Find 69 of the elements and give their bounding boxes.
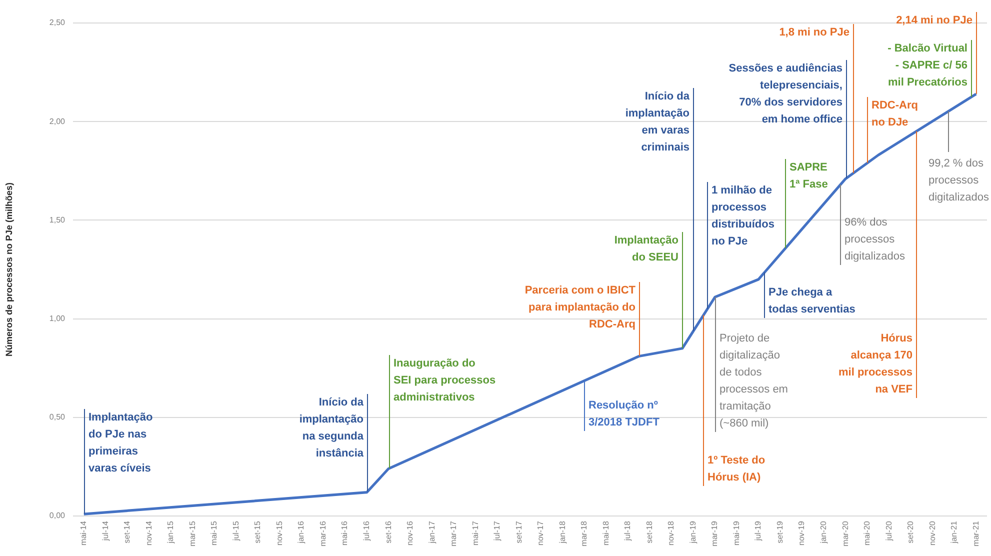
ref-line-label: RDC-Arq no DJe bbox=[872, 100, 918, 129]
x-tick-label: nov-19 bbox=[797, 520, 806, 546]
x-tick-label: mar-18 bbox=[580, 520, 589, 546]
x-tick-label: set-15 bbox=[253, 520, 262, 544]
x-tick-label: mar-19 bbox=[710, 520, 720, 546]
x-tick-label: nov-18 bbox=[666, 520, 676, 546]
ref-line-label: 96% dos processos digitalizados bbox=[844, 216, 906, 263]
ref-line-label: PJe chega a todas serventias bbox=[768, 286, 856, 316]
x-tick-label: mar-21 bbox=[971, 520, 980, 546]
x-tick-label: mar-15 bbox=[188, 520, 197, 546]
x-tick-label: jul-19 bbox=[754, 520, 763, 542]
x-tick-label: mar-16 bbox=[318, 520, 328, 546]
x-tick-label: nov-14 bbox=[144, 520, 154, 546]
y-tick-label: 1,00 bbox=[49, 314, 66, 324]
x-tick-label: nov-20 bbox=[928, 520, 937, 546]
x-tick-label: jan-15 bbox=[166, 520, 176, 544]
x-tick-label: nov-17 bbox=[536, 520, 546, 546]
ref-line-label: Implantação do PJe nas primeiras varas cíveis bbox=[88, 412, 153, 475]
ref-line-label: Início da implantação na segunda instância bbox=[299, 396, 364, 460]
ref-line-label: Inauguração do SEI para processos administrativos bbox=[394, 358, 496, 404]
ref-line-label: 1 milhão de processos distribuídos no PJe bbox=[712, 184, 774, 248]
x-tick-label: jul-16 bbox=[362, 520, 371, 542]
x-tick-label: jul-14 bbox=[100, 520, 110, 542]
y-tick-label: 2,50 bbox=[49, 18, 66, 28]
ref-line-label: Projeto de digitalização de todos processos em tramitação (~860 mil) bbox=[720, 332, 788, 430]
ref-line-label: Parceria com o IBICT para implantação do RDC-Arq bbox=[524, 284, 636, 331]
x-tick-label: mar-20 bbox=[840, 520, 850, 546]
x-tick-label: set-17 bbox=[514, 520, 524, 544]
x-tick-label: set-20 bbox=[906, 520, 916, 544]
x-tick-label: mai-20 bbox=[862, 520, 872, 546]
y-tick-label: 0,00 bbox=[49, 511, 66, 520]
ref-line-label: 1,8 mi no PJe bbox=[779, 26, 850, 39]
x-tick-label: jul-15 bbox=[231, 520, 240, 542]
x-tick-label: nov-15 bbox=[274, 520, 284, 546]
x-tick-label: mai-19 bbox=[732, 520, 741, 546]
ref-line-label: 2,14 mi no PJe bbox=[896, 14, 972, 27]
x-tick-label: set-18 bbox=[644, 520, 654, 544]
ref-line-label: - Balcão Virtual - SAPRE c/ 56 mil Precatórios bbox=[888, 42, 968, 89]
x-tick-label: jul-18 bbox=[623, 520, 632, 542]
ref-line-label: 99,2 % dos processos digitalizados bbox=[928, 158, 990, 204]
ref-line-label: SAPRE 1ª Fase bbox=[790, 162, 828, 191]
x-tick-label: jan-21 bbox=[950, 520, 959, 544]
x-tick-label: mai-15 bbox=[210, 520, 219, 546]
x-tick-label: jan-16 bbox=[296, 520, 306, 544]
x-tick-label: jul-17 bbox=[492, 520, 502, 542]
ref-line-label: Início da implantação em varas criminais bbox=[625, 90, 690, 154]
x-tick-label: set-16 bbox=[384, 520, 393, 544]
y-tick-label: 1,50 bbox=[49, 215, 66, 224]
x-tick-label: mai-16 bbox=[340, 520, 350, 546]
x-tick-label: jan-17 bbox=[427, 520, 436, 544]
x-tick-label: set-19 bbox=[775, 520, 784, 544]
ref-line-label: Sessões e audiências telepresenciais, 70% dos servidores em home office bbox=[728, 62, 842, 126]
y-tick-label: 0,50 bbox=[49, 412, 66, 422]
x-tick-label: jul-20 bbox=[884, 520, 894, 542]
ref-line-label: Implantação do SEEU bbox=[614, 234, 679, 264]
x-tick-label: nov-16 bbox=[406, 520, 415, 546]
ref-line-label: Resolução nº 3/2018 TJDFT bbox=[588, 400, 660, 429]
ref-line-label: 1º Teste do Hórus (IA) bbox=[708, 454, 766, 484]
x-tick-label: mai-18 bbox=[601, 520, 610, 546]
x-tick-label: jan-18 bbox=[558, 520, 567, 544]
x-tick-label: jan-19 bbox=[688, 520, 698, 544]
x-tick-label: mai-17 bbox=[470, 520, 480, 546]
x-tick-label: mai-14 bbox=[79, 520, 88, 546]
y-axis-title: Números de processos no PJe (milhões) bbox=[4, 182, 14, 357]
ref-line-label: Hórus alcança 170 mil processos na VEF bbox=[838, 332, 913, 396]
x-tick-label: jan-20 bbox=[818, 520, 828, 544]
x-tick-label: mar-17 bbox=[449, 520, 458, 546]
y-tick-label: 2,00 bbox=[49, 116, 66, 126]
x-tick-label: set-14 bbox=[122, 520, 132, 544]
